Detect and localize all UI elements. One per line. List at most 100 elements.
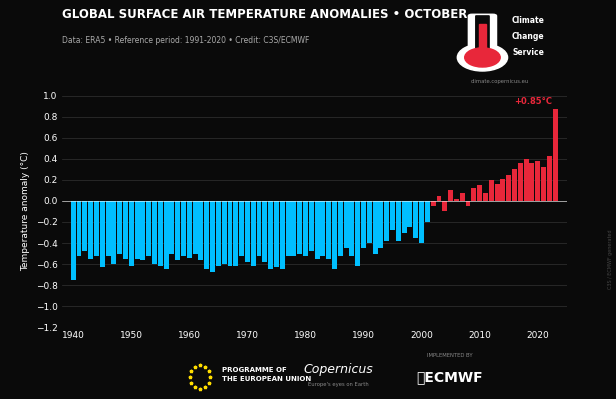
Bar	[495, 184, 500, 201]
Bar	[245, 201, 250, 262]
Bar	[506, 175, 511, 201]
Bar	[471, 188, 476, 201]
Bar	[419, 201, 424, 243]
Bar	[105, 201, 110, 256]
Bar	[135, 201, 140, 259]
FancyBboxPatch shape	[475, 15, 490, 57]
Bar	[88, 201, 93, 259]
Text: Data: ERA5 • Reference period: 1991-2020 • Credit: C3S/ECMWF: Data: ERA5 • Reference period: 1991-2020…	[62, 36, 309, 45]
Bar	[378, 201, 383, 248]
Text: GLOBAL SURFACE AIR TEMPERATURE ANOMALIES • OCTOBER: GLOBAL SURFACE AIR TEMPERATURE ANOMALIES…	[62, 8, 467, 21]
Bar	[111, 201, 116, 264]
Bar	[140, 201, 145, 260]
Bar	[227, 201, 232, 266]
Bar	[355, 201, 360, 266]
Bar	[413, 201, 418, 238]
Bar	[488, 180, 493, 201]
Bar	[146, 201, 151, 256]
Text: Europe's eyes on Earth: Europe's eyes on Earth	[309, 382, 369, 387]
Bar	[425, 201, 430, 222]
Text: climate.copernicus.eu: climate.copernicus.eu	[471, 79, 529, 84]
Bar	[274, 201, 279, 267]
Bar	[164, 201, 169, 269]
Bar	[402, 201, 407, 233]
Bar	[280, 201, 285, 269]
Circle shape	[464, 48, 500, 67]
Bar	[390, 201, 395, 230]
Bar	[222, 201, 227, 264]
Bar	[479, 24, 486, 57]
Bar	[210, 201, 215, 273]
Text: PROGRAMME OF
THE EUROPEAN UNION: PROGRAMME OF THE EUROPEAN UNION	[222, 367, 311, 381]
Bar	[187, 201, 192, 258]
Bar	[477, 185, 482, 201]
Bar	[529, 163, 534, 201]
Bar	[76, 201, 81, 256]
Bar	[286, 201, 291, 256]
Bar	[309, 201, 314, 251]
Bar	[553, 109, 557, 201]
Text: Change: Change	[512, 32, 545, 41]
Bar	[291, 201, 296, 256]
Bar	[431, 201, 436, 206]
Bar	[205, 201, 209, 269]
Bar	[129, 201, 134, 266]
Bar	[338, 201, 342, 256]
Bar	[71, 201, 76, 280]
Bar	[332, 201, 337, 269]
Bar	[361, 201, 366, 248]
Bar	[123, 201, 128, 259]
Circle shape	[457, 44, 508, 71]
Bar	[460, 193, 464, 201]
Bar	[448, 190, 453, 201]
Bar	[169, 201, 174, 253]
Bar	[198, 201, 203, 260]
Bar	[518, 163, 523, 201]
Bar	[239, 201, 244, 256]
Bar	[437, 196, 442, 201]
Text: Climate: Climate	[512, 16, 545, 25]
Bar	[408, 201, 413, 227]
Bar	[524, 159, 529, 201]
Bar	[512, 170, 517, 201]
Bar	[268, 201, 273, 269]
Y-axis label: Temperature anomaly (°C): Temperature anomaly (°C)	[21, 152, 30, 271]
Bar	[256, 201, 261, 256]
Text: +0.85°C: +0.85°C	[514, 97, 552, 106]
Bar	[297, 201, 302, 253]
Bar	[396, 201, 401, 241]
FancyBboxPatch shape	[468, 14, 497, 60]
Bar	[541, 167, 546, 201]
Bar	[442, 201, 447, 211]
Bar	[315, 201, 320, 259]
Bar	[251, 201, 256, 266]
Bar	[466, 201, 471, 206]
Text: ⌖ECMWF: ⌖ECMWF	[416, 370, 483, 384]
Bar	[367, 201, 372, 243]
Bar	[94, 201, 99, 256]
Bar	[483, 193, 488, 201]
Bar	[535, 161, 540, 201]
Text: Copernicus: Copernicus	[304, 363, 374, 376]
Bar	[262, 201, 267, 262]
Bar	[216, 201, 221, 266]
Bar	[547, 156, 552, 201]
Text: C3S / ECMWF generated: C3S / ECMWF generated	[608, 229, 613, 289]
Bar	[176, 201, 180, 260]
Bar	[384, 201, 389, 241]
Bar	[349, 201, 354, 256]
Bar	[152, 201, 157, 264]
Bar	[326, 201, 331, 259]
Text: Service: Service	[512, 48, 544, 57]
Bar	[83, 201, 87, 251]
Text: IMPLEMENTED BY: IMPLEMENTED BY	[427, 353, 472, 358]
Bar	[100, 201, 105, 267]
Bar	[117, 201, 122, 253]
Bar	[233, 201, 238, 266]
Bar	[320, 201, 325, 256]
Bar	[500, 179, 505, 201]
Bar	[158, 201, 163, 266]
Bar	[193, 201, 198, 253]
Bar	[181, 201, 186, 256]
Bar	[344, 201, 349, 248]
